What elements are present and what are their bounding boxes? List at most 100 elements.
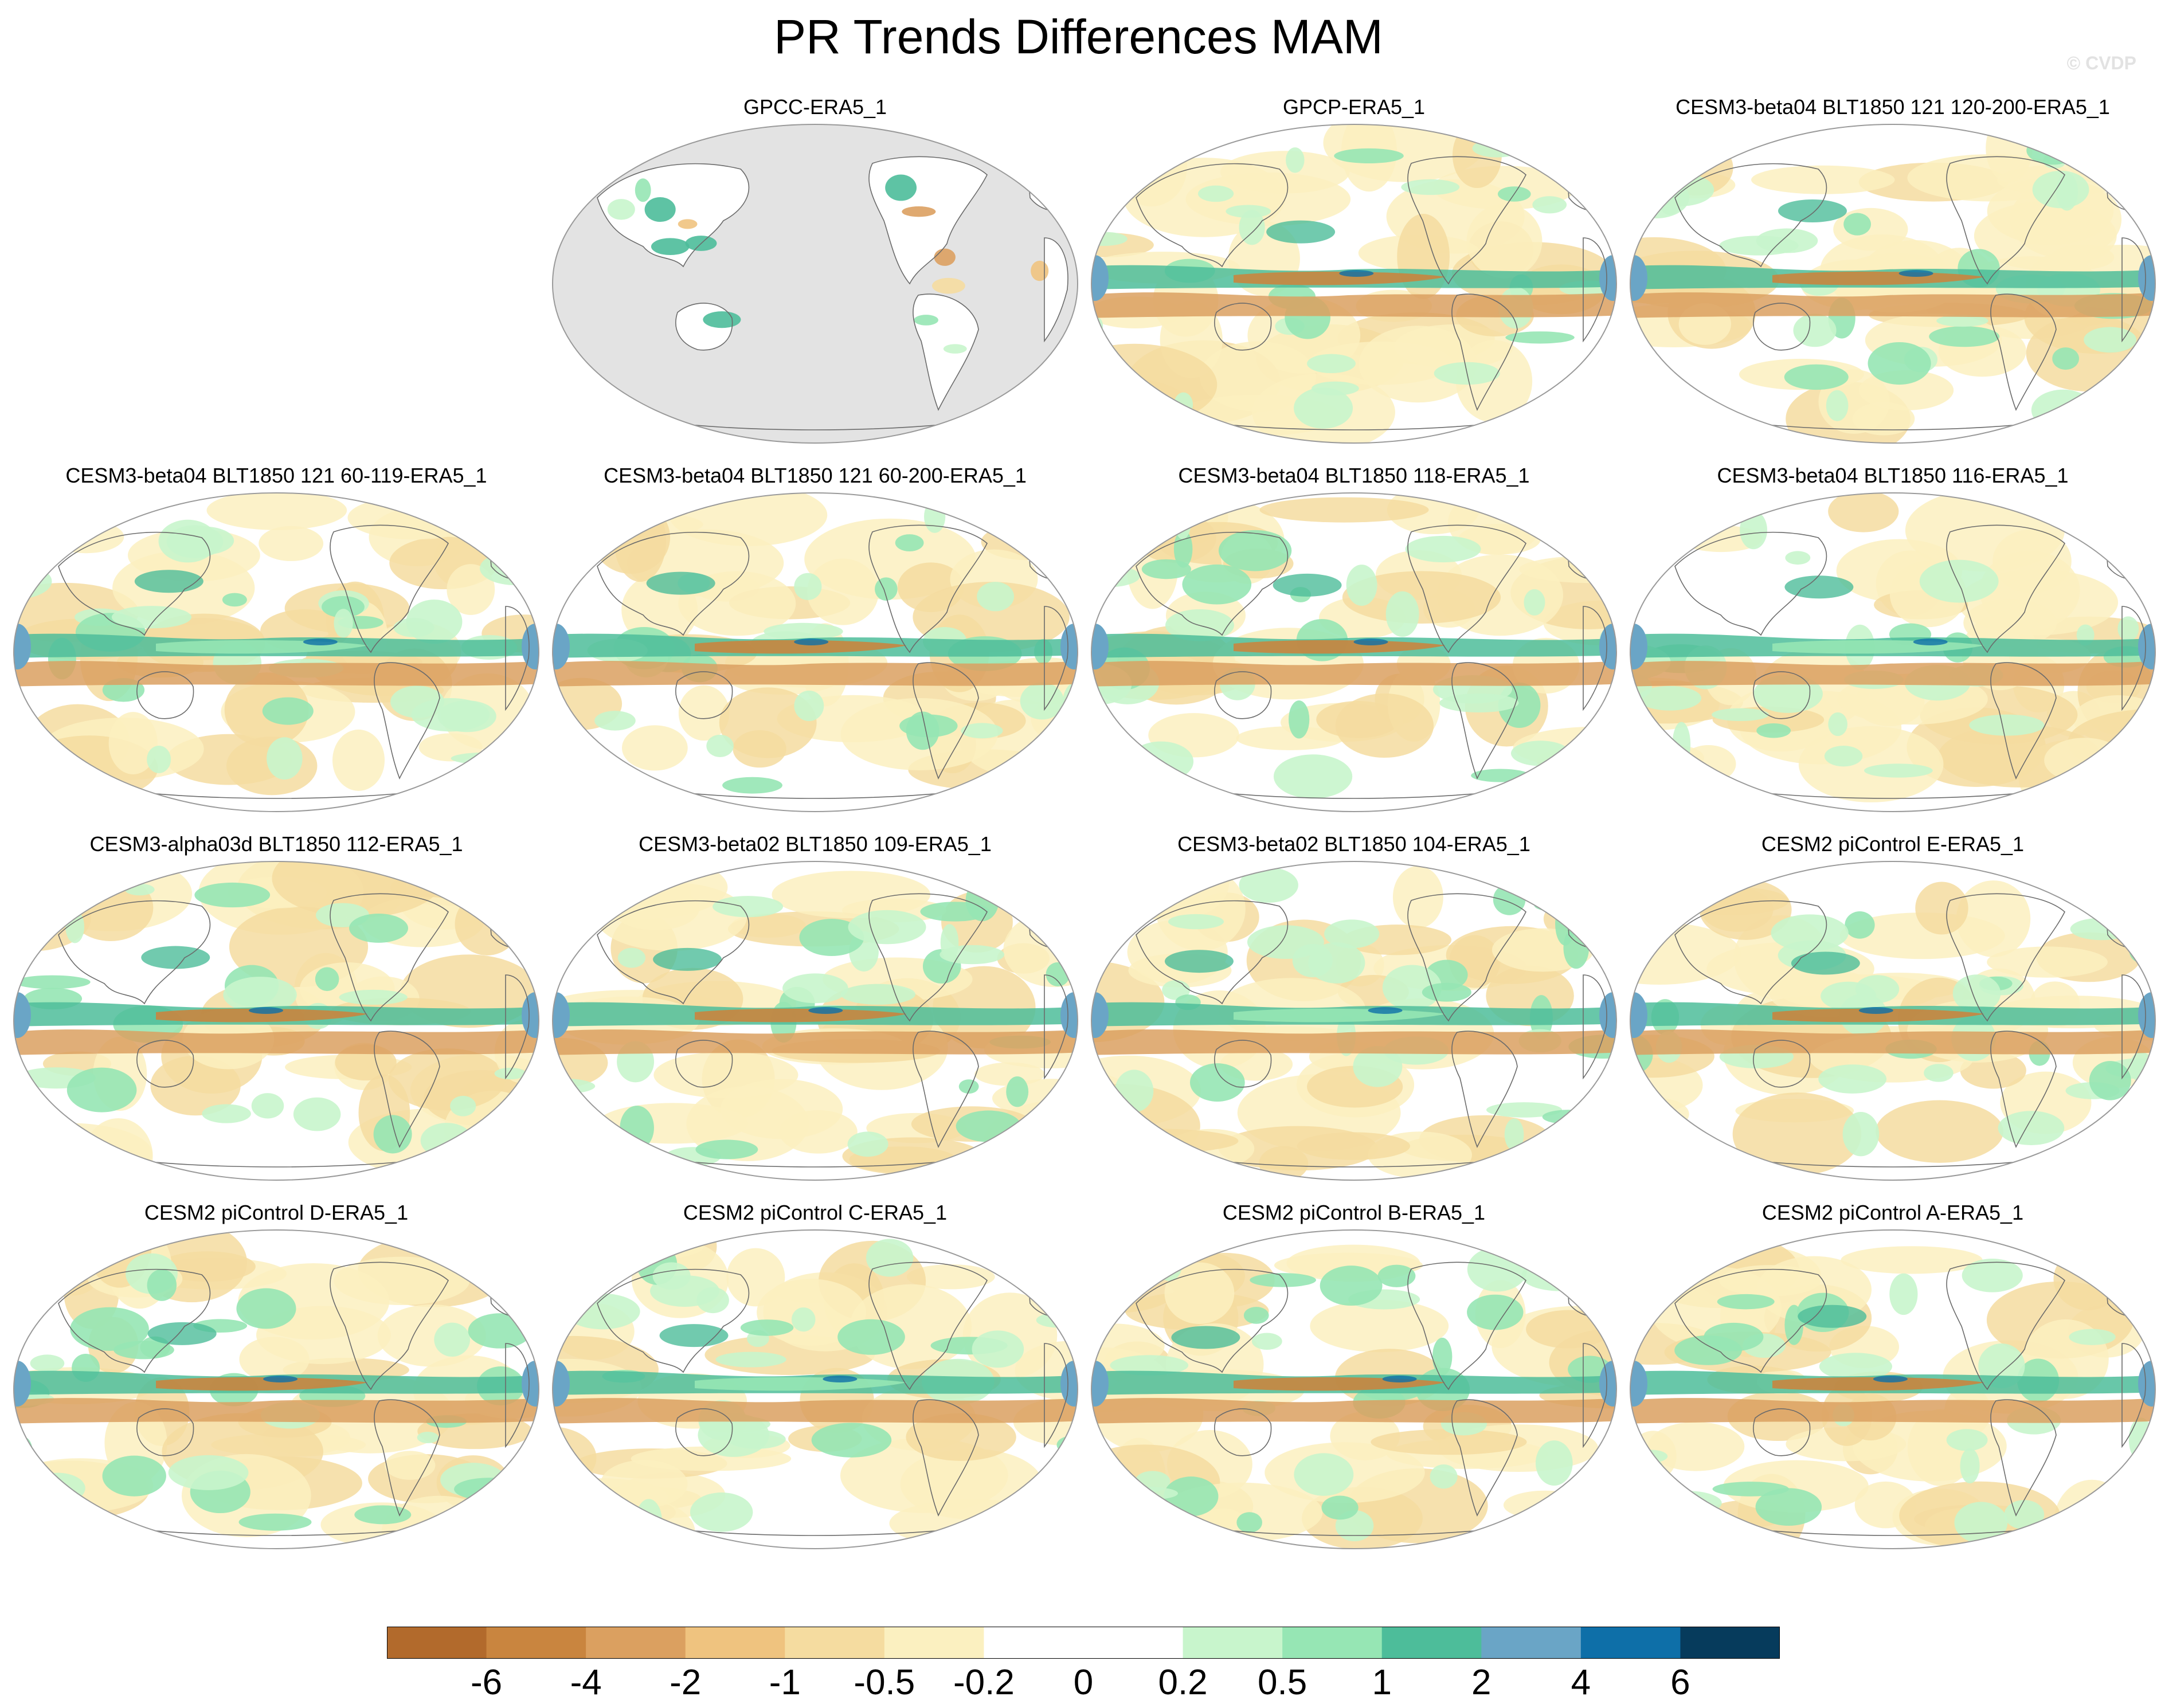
anomaly-patch bbox=[332, 729, 385, 791]
coastline bbox=[1583, 606, 1607, 711]
anomaly-patch bbox=[1031, 260, 1049, 281]
anomaly-patch bbox=[592, 501, 671, 574]
coastline bbox=[58, 900, 211, 1005]
anomaly-patch bbox=[1732, 1092, 1862, 1176]
anomaly-patch bbox=[703, 311, 741, 328]
anomaly-patch bbox=[1197, 185, 1234, 202]
anomaly-patch bbox=[1630, 992, 1647, 1038]
anomaly-patch bbox=[620, 1106, 654, 1150]
world-map bbox=[1091, 1229, 1617, 1549]
anomaly-band bbox=[156, 1377, 368, 1391]
anomaly-patch bbox=[1091, 150, 1146, 190]
colorbar-swatch bbox=[586, 1627, 686, 1659]
anomaly-patch bbox=[931, 277, 965, 294]
anomaly-patch bbox=[1226, 205, 1271, 218]
colorbar-tick-label: -6 bbox=[470, 1663, 503, 1702]
anomaly-patch bbox=[1091, 992, 1109, 1038]
anomaly-patch bbox=[454, 1478, 524, 1501]
coastline bbox=[1214, 1408, 1272, 1456]
anomaly-patch bbox=[263, 1376, 298, 1382]
coastline bbox=[1451, 662, 1518, 779]
anomaly-patch bbox=[2129, 1052, 2154, 1082]
coastline bbox=[2121, 1343, 2146, 1448]
coastline bbox=[374, 1031, 440, 1148]
anomaly-patch bbox=[2139, 911, 2155, 949]
panel-title: CESM2 piControl C-ERA5_1 bbox=[683, 1201, 948, 1224]
world-map bbox=[552, 124, 1078, 444]
anomaly-patch bbox=[1164, 1262, 1235, 1325]
anomaly-patch bbox=[1630, 922, 1741, 985]
anomaly-patch bbox=[2052, 347, 2080, 370]
coastline bbox=[1583, 1343, 1607, 1448]
anomaly-band bbox=[1630, 661, 2155, 687]
coastline bbox=[1136, 531, 1289, 636]
anomaly-patch bbox=[1002, 511, 1042, 531]
coastline bbox=[58, 1268, 211, 1373]
world-map bbox=[552, 861, 1078, 1181]
colorbar-tick-label: -1 bbox=[769, 1663, 801, 1702]
coastline bbox=[505, 974, 530, 1080]
anomaly-patch bbox=[434, 1322, 471, 1357]
anomaly-patch bbox=[14, 624, 31, 669]
colorbar-swatch bbox=[1481, 1627, 1581, 1659]
colorbar-tick-label: -0.5 bbox=[854, 1663, 915, 1702]
anomaly-patch bbox=[168, 1455, 249, 1490]
anomaly-patch bbox=[1630, 624, 1647, 669]
coastline bbox=[1990, 293, 2057, 411]
anomaly-patch bbox=[1432, 1337, 1453, 1376]
anomaly-patch bbox=[719, 687, 817, 758]
anomaly-patch bbox=[2084, 327, 2137, 353]
anomaly-patch bbox=[1998, 1111, 2065, 1145]
colorbar-swatch bbox=[1282, 1627, 1383, 1659]
panel-title: CESM2 piControl D-ERA5_1 bbox=[144, 1201, 409, 1224]
anomaly-patch bbox=[1771, 914, 1849, 951]
anomaly-patch bbox=[1091, 1361, 1109, 1407]
anomaly-patch bbox=[2130, 1498, 2155, 1538]
world-map bbox=[13, 492, 539, 812]
anomaly-patch bbox=[523, 885, 539, 916]
anomaly-patch bbox=[1091, 555, 1132, 571]
anomaly-band bbox=[1772, 1377, 1984, 1391]
anomaly-patch bbox=[1638, 685, 1702, 711]
anomaly-patch bbox=[1784, 364, 1849, 390]
anomaly-patch bbox=[1992, 529, 2072, 593]
map-border bbox=[13, 492, 539, 812]
anomaly-patch bbox=[1751, 165, 1895, 194]
anomaly-patch bbox=[782, 973, 848, 1004]
anomaly-patch bbox=[1793, 314, 1837, 347]
map-panel: GPCC-ERA5_1 bbox=[551, 95, 1079, 450]
map-panel: CESM3-alpha03d BLT1850 112-ERA5_1 bbox=[13, 832, 540, 1187]
anomaly-patch bbox=[477, 891, 539, 904]
panel-title: CESM2 piControl B-ERA5_1 bbox=[1222, 1201, 1486, 1224]
map-border bbox=[1630, 124, 2156, 444]
anomaly-patch bbox=[1522, 142, 1616, 171]
coastline bbox=[330, 893, 449, 1022]
anomaly-patch bbox=[1784, 575, 1854, 599]
anomaly-patch bbox=[1924, 1064, 1954, 1082]
anomaly-patch bbox=[1091, 761, 1173, 812]
anomaly-patch bbox=[1401, 179, 1460, 195]
anomaly-patch bbox=[604, 759, 627, 782]
coastline bbox=[1407, 1262, 1526, 1390]
anomaly-patch bbox=[1843, 213, 1871, 236]
anomaly-patch bbox=[2069, 1329, 2116, 1345]
map-panel: CESM2 piControl C-ERA5_1 bbox=[551, 1200, 1079, 1556]
anomaly-patch bbox=[1535, 1440, 1573, 1486]
anomaly-patch bbox=[621, 725, 688, 771]
anomaly-patch bbox=[1559, 1129, 1600, 1165]
anomaly-patch bbox=[1818, 1064, 1887, 1094]
anomaly-patch bbox=[1913, 638, 1948, 645]
coastline bbox=[1044, 974, 1068, 1080]
anomaly-patch bbox=[972, 1330, 1024, 1368]
anomaly-patch bbox=[1889, 1273, 1918, 1315]
anomaly-patch bbox=[2090, 1487, 2119, 1521]
coastline bbox=[1214, 1040, 1272, 1088]
anomaly-patch bbox=[1987, 946, 2108, 978]
anomaly-band bbox=[1772, 271, 1984, 285]
coastline bbox=[1583, 237, 1607, 343]
anomaly-patch bbox=[1034, 1472, 1056, 1503]
anomaly-patch bbox=[1876, 1100, 2003, 1163]
anomaly-patch bbox=[315, 967, 339, 992]
colorbar-swatch bbox=[685, 1627, 785, 1659]
coastline bbox=[1136, 163, 1289, 268]
